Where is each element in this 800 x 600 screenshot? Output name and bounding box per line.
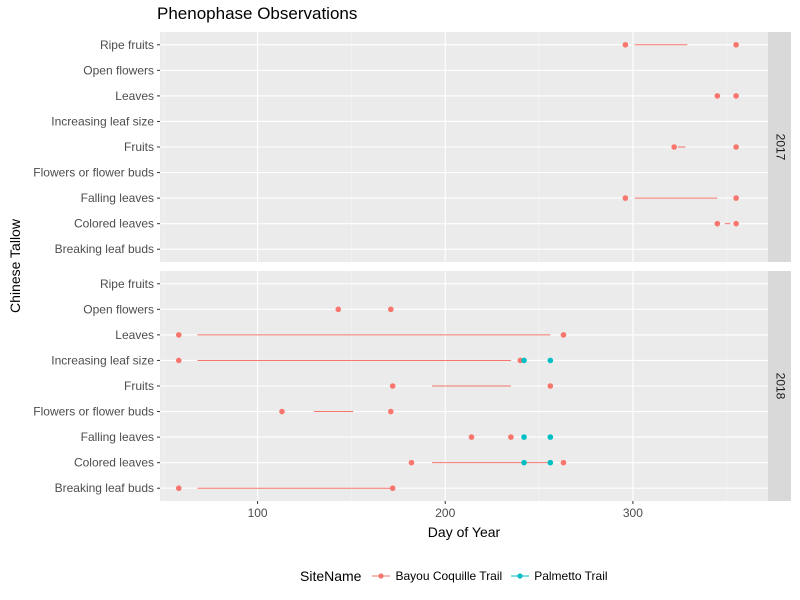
y-tick-label: Open flowers <box>83 63 154 77</box>
legend-key-bayou-icon <box>372 573 391 579</box>
facet-strip <box>768 271 791 501</box>
y-tick-label: Ripe fruits <box>100 38 154 52</box>
data-point <box>733 144 739 150</box>
y-tick-label: Colored leaves <box>74 217 154 231</box>
legend-key-palmetto-icon <box>511 573 530 579</box>
data-point <box>671 144 677 150</box>
legend: SiteName Bayou Coquille Trail Palmetto T… <box>300 566 616 586</box>
y-tick-label: Flowers or flower buds <box>33 405 154 419</box>
y-tick-label: Flowers or flower buds <box>33 166 154 180</box>
data-point <box>508 434 514 440</box>
y-tick-label: Colored leaves <box>74 456 154 470</box>
data-point <box>560 459 567 466</box>
x-axis-label: Day of Year <box>427 524 501 540</box>
data-point <box>335 306 342 313</box>
data-point <box>521 459 527 466</box>
legend-label-palmetto: Palmetto Trail <box>534 569 608 583</box>
x-tick-label: 200 <box>435 506 455 520</box>
data-point <box>714 93 721 99</box>
data-point <box>388 306 394 313</box>
data-point <box>622 41 629 48</box>
data-point <box>468 434 475 440</box>
y-tick-label: Leaves <box>115 328 154 342</box>
data-point <box>622 195 629 201</box>
legend-label-bayou: Bayou Coquille Trail <box>395 569 503 583</box>
data-point <box>547 357 554 364</box>
y-tick-label: Fruits <box>124 379 154 393</box>
data-point <box>733 220 739 227</box>
y-tick-label: Leaves <box>115 89 154 103</box>
data-point <box>733 41 739 48</box>
data-point <box>547 459 554 466</box>
x-tick-label: 300 <box>623 506 643 520</box>
y-tick-label: Fruits <box>124 140 154 154</box>
data-point <box>521 434 527 440</box>
legend-title: SiteName <box>300 568 362 584</box>
y-tick-label: Ripe fruits <box>100 277 154 291</box>
data-point <box>547 383 554 389</box>
chart-title: Phenophase Observations <box>157 4 358 23</box>
data-point <box>560 332 567 338</box>
data-point <box>547 434 554 440</box>
facet-strip-label: 2018 <box>773 373 787 400</box>
x-tick-label: 100 <box>248 506 268 520</box>
data-point <box>521 357 527 364</box>
y-tick-label: Open flowers <box>83 302 154 316</box>
data-point <box>175 485 182 492</box>
data-point <box>388 408 394 415</box>
data-point <box>389 485 396 492</box>
facet-strip <box>768 32 791 262</box>
legend-item-bayou: Bayou Coquille Trail <box>371 568 502 584</box>
data-point <box>279 408 285 415</box>
data-point <box>175 357 182 364</box>
data-point <box>389 383 396 389</box>
data-point <box>175 332 182 338</box>
y-tick-label: Increasing leaf size <box>51 114 154 128</box>
data-point <box>733 195 739 201</box>
data-point <box>733 93 739 99</box>
legend-item-palmetto: Palmetto Trail <box>510 568 608 584</box>
data-point <box>714 220 721 227</box>
facet-strip-label: 2017 <box>773 134 787 161</box>
y-tick-label: Falling leaves <box>81 430 154 444</box>
y-tick-label: Breaking leaf buds <box>55 242 154 256</box>
y-tick-label: Breaking leaf buds <box>55 481 154 495</box>
y-tick-label: Falling leaves <box>81 191 154 205</box>
data-point <box>408 459 415 466</box>
y-tick-label: Increasing leaf size <box>51 353 154 367</box>
